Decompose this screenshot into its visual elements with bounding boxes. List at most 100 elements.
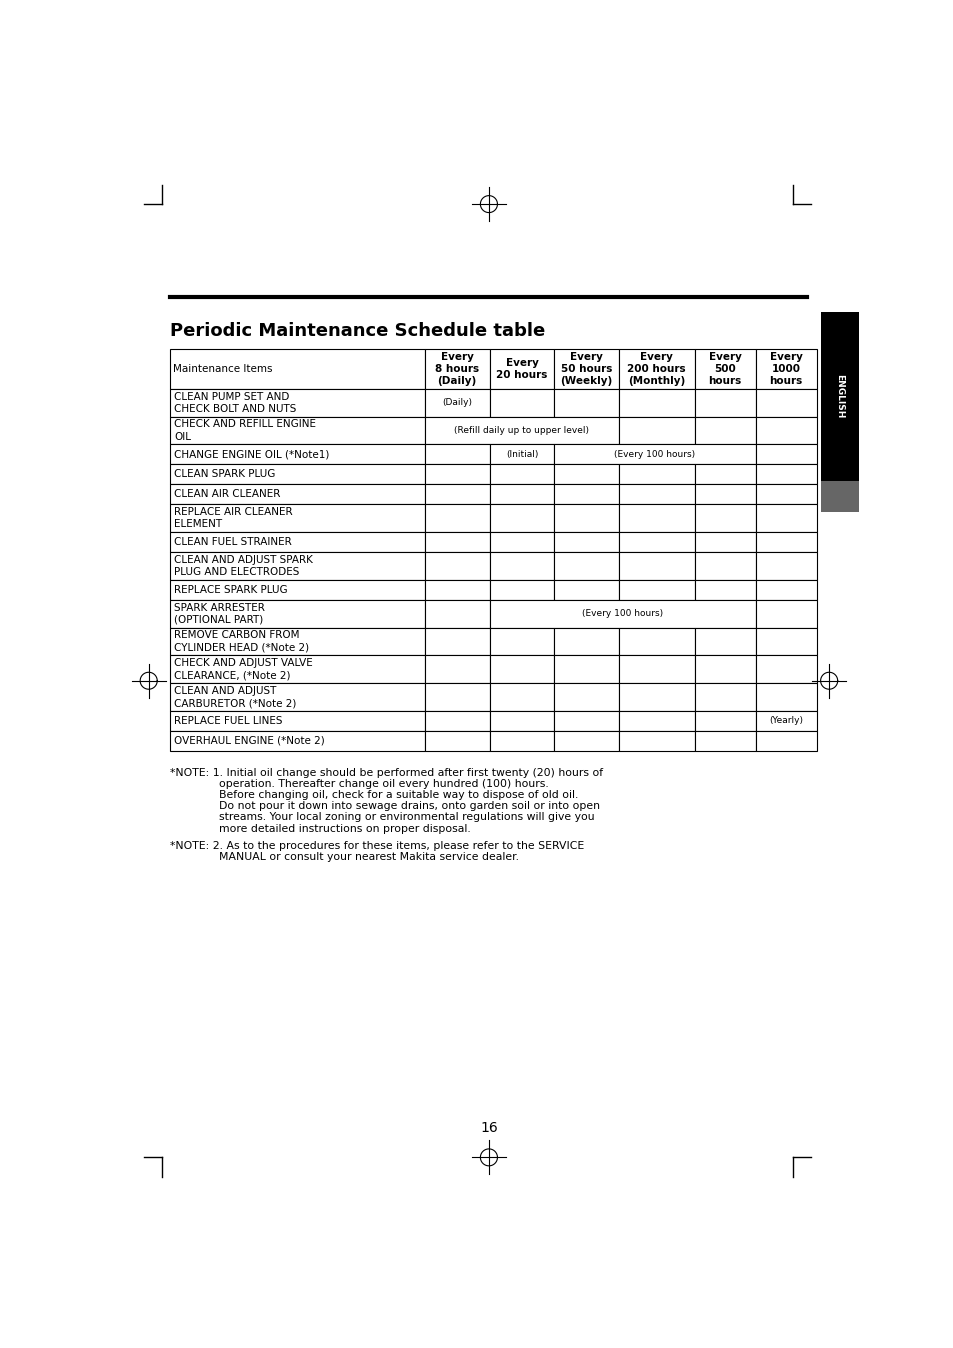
Bar: [170, 731, 424, 751]
Bar: [694, 504, 755, 532]
Text: SPARK ARRESTER
(OPTIONAL PART): SPARK ARRESTER (OPTIONAL PART): [174, 603, 265, 625]
Bar: [489, 484, 554, 504]
Bar: [424, 464, 489, 484]
Bar: [755, 553, 816, 580]
Bar: [618, 464, 694, 484]
Bar: [424, 390, 489, 417]
Bar: [424, 349, 489, 390]
Bar: [694, 683, 755, 710]
Text: CHECK AND ADJUST VALVE
CLEARANCE, (*Note 2): CHECK AND ADJUST VALVE CLEARANCE, (*Note…: [174, 658, 313, 681]
Bar: [424, 553, 489, 580]
Bar: [554, 390, 618, 417]
Bar: [170, 445, 424, 464]
Bar: [755, 504, 816, 532]
Bar: [755, 484, 816, 504]
Bar: [489, 532, 554, 553]
Bar: [554, 655, 618, 683]
Bar: [755, 731, 816, 751]
Bar: [489, 504, 554, 532]
Bar: [618, 504, 694, 532]
Bar: [170, 553, 424, 580]
Text: ENGLISH: ENGLISH: [834, 375, 842, 419]
Bar: [170, 628, 424, 655]
Bar: [489, 580, 554, 600]
Bar: [170, 464, 424, 484]
Bar: [694, 655, 755, 683]
Bar: [170, 710, 424, 731]
Bar: [820, 311, 858, 481]
Bar: [489, 390, 554, 417]
Bar: [170, 600, 424, 628]
Bar: [618, 731, 694, 751]
Text: CHANGE ENGINE OIL (*Note1): CHANGE ENGINE OIL (*Note1): [174, 449, 330, 460]
Bar: [170, 532, 424, 553]
Bar: [755, 683, 816, 710]
Text: *NOTE: 2. As to the procedures for these items, please refer to the SERVICE: *NOTE: 2. As to the procedures for these…: [170, 841, 583, 851]
Text: (Yearly): (Yearly): [768, 716, 802, 725]
Text: REPLACE AIR CLEANER
ELEMENT: REPLACE AIR CLEANER ELEMENT: [174, 507, 293, 530]
Text: CLEAN AIR CLEANER: CLEAN AIR CLEANER: [174, 489, 280, 499]
Text: Every
50 hours
(Weekly): Every 50 hours (Weekly): [560, 352, 612, 386]
Text: CLEAN SPARK PLUG: CLEAN SPARK PLUG: [174, 469, 275, 480]
Text: operation. Thereafter change oil every hundred (100) hours.: operation. Thereafter change oil every h…: [170, 779, 548, 789]
Bar: [424, 445, 489, 464]
Bar: [755, 349, 816, 390]
Bar: [489, 445, 554, 464]
Bar: [554, 628, 618, 655]
Bar: [755, 464, 816, 484]
Bar: [424, 683, 489, 710]
Bar: [694, 390, 755, 417]
Bar: [554, 484, 618, 504]
Text: REMOVE CARBON FROM
CYLINDER HEAD (*Note 2): REMOVE CARBON FROM CYLINDER HEAD (*Note …: [174, 631, 309, 652]
Bar: [424, 731, 489, 751]
Bar: [170, 655, 424, 683]
Bar: [170, 504, 424, 532]
Bar: [618, 628, 694, 655]
Bar: [424, 532, 489, 553]
Bar: [554, 580, 618, 600]
Text: Periodic Maintenance Schedule table: Periodic Maintenance Schedule table: [170, 322, 544, 340]
Bar: [694, 580, 755, 600]
Bar: [489, 710, 554, 731]
Bar: [554, 464, 618, 484]
Bar: [618, 390, 694, 417]
Bar: [554, 532, 618, 553]
Text: REPLACE FUEL LINES: REPLACE FUEL LINES: [174, 716, 282, 725]
Bar: [618, 655, 694, 683]
Text: Every
200 hours
(Monthly): Every 200 hours (Monthly): [627, 352, 685, 386]
Bar: [489, 464, 554, 484]
Bar: [694, 464, 755, 484]
Bar: [618, 349, 694, 390]
Bar: [554, 349, 618, 390]
Bar: [424, 580, 489, 600]
Text: 16: 16: [479, 1122, 497, 1135]
Bar: [755, 532, 816, 553]
Bar: [489, 349, 554, 390]
Text: MANUAL or consult your nearest Makita service dealer.: MANUAL or consult your nearest Makita se…: [170, 852, 518, 863]
Bar: [554, 683, 618, 710]
Text: REPLACE SPARK PLUG: REPLACE SPARK PLUG: [174, 585, 288, 594]
Bar: [618, 484, 694, 504]
Bar: [755, 390, 816, 417]
Text: (Initial): (Initial): [505, 450, 537, 458]
Text: *NOTE: 1. Initial oil change should be performed after first twenty (20) hours o: *NOTE: 1. Initial oil change should be p…: [170, 768, 602, 778]
Bar: [755, 600, 816, 628]
Text: (Every 100 hours): (Every 100 hours): [581, 609, 662, 619]
Bar: [618, 417, 694, 445]
Bar: [424, 628, 489, 655]
Bar: [694, 710, 755, 731]
Bar: [694, 484, 755, 504]
Bar: [424, 484, 489, 504]
Text: CLEAN AND ADJUST SPARK
PLUG AND ELECTRODES: CLEAN AND ADJUST SPARK PLUG AND ELECTROD…: [174, 555, 313, 577]
Bar: [694, 417, 755, 445]
Bar: [755, 580, 816, 600]
Bar: [170, 683, 424, 710]
Bar: [694, 553, 755, 580]
Bar: [489, 628, 554, 655]
Bar: [424, 710, 489, 731]
Text: (Daily): (Daily): [442, 398, 472, 407]
Bar: [554, 504, 618, 532]
Text: CLEAN AND ADJUST
CARBURETOR (*Note 2): CLEAN AND ADJUST CARBURETOR (*Note 2): [174, 686, 296, 708]
Bar: [170, 390, 424, 417]
Bar: [489, 731, 554, 751]
